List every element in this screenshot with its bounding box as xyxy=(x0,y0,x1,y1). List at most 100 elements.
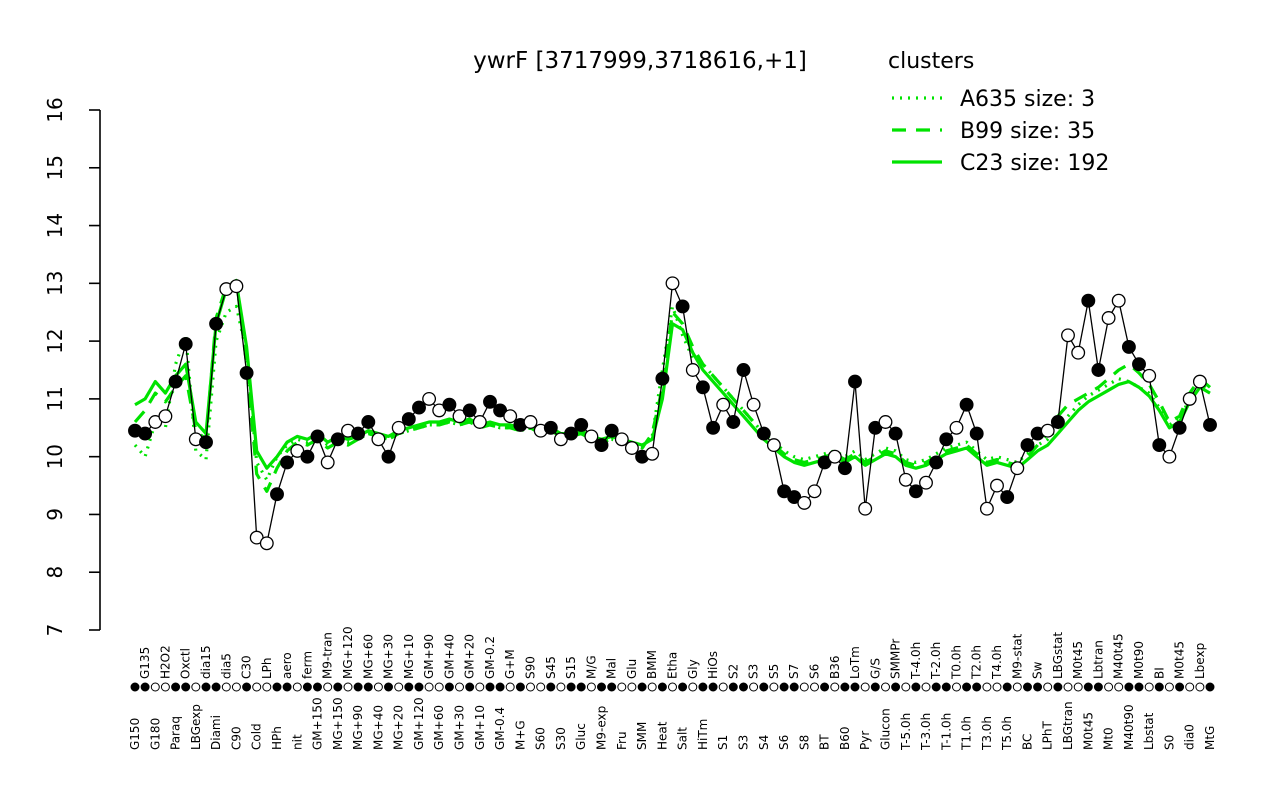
data-point xyxy=(1142,368,1157,383)
x-category-label: Glucon xyxy=(879,708,893,750)
condition-dot xyxy=(891,682,901,692)
condition-dot xyxy=(708,682,718,692)
condition-dot xyxy=(302,682,312,692)
condition-dot xyxy=(597,682,606,692)
x-category-label: HPh xyxy=(270,726,284,750)
data-point xyxy=(655,371,670,386)
x-category-label: LPh xyxy=(260,657,274,679)
condition-dot xyxy=(160,682,170,692)
data-point xyxy=(320,455,335,470)
x-category-label: Gluc xyxy=(574,723,588,750)
data-point xyxy=(472,415,487,429)
x-category-label: MG+60 xyxy=(361,634,375,679)
data-point xyxy=(310,429,325,444)
x-category-label: C90 xyxy=(229,726,243,750)
data-point xyxy=(371,432,386,447)
condition-dot xyxy=(1033,682,1043,692)
condition-dot xyxy=(1144,682,1154,692)
x-category-label: GM+40 xyxy=(442,634,456,679)
condition-dot xyxy=(1093,682,1103,692)
condition-dot xyxy=(992,682,1002,692)
condition-dot xyxy=(150,682,160,692)
condition-dot xyxy=(465,682,475,692)
x-category-label: M+G xyxy=(513,720,527,750)
data-point xyxy=(594,438,609,453)
data-point xyxy=(442,397,457,412)
condition-dot xyxy=(566,682,576,692)
condition-dot xyxy=(718,682,728,692)
x-category-label: T-3.0h xyxy=(919,713,933,751)
x-category-label: Diami xyxy=(209,715,223,750)
x-category-label: M0t90 xyxy=(1132,641,1146,679)
data-point xyxy=(726,415,741,429)
x-category-label: MG+90 xyxy=(351,705,365,750)
condition-dot xyxy=(1175,682,1185,692)
x-category-label: BMM xyxy=(645,650,659,679)
condition-dot xyxy=(617,682,627,692)
condition-dot xyxy=(698,682,708,692)
condition-dot xyxy=(769,682,779,692)
x-category-label: LBGstat xyxy=(1051,632,1065,679)
data-point xyxy=(523,415,538,429)
data-point xyxy=(1111,293,1126,308)
x-category-label: Heat xyxy=(655,721,669,750)
condition-dot xyxy=(1164,682,1174,692)
data-point xyxy=(746,397,761,412)
data-point xyxy=(239,365,254,380)
condition-dot xyxy=(292,682,302,692)
condition-dot xyxy=(739,682,748,692)
condition-dot xyxy=(363,682,373,692)
condition-dot xyxy=(779,682,789,692)
condition-dot xyxy=(952,682,961,692)
condition-dot xyxy=(911,682,921,692)
x-category-label: S5 xyxy=(767,664,781,679)
data-point xyxy=(381,449,396,464)
data-point xyxy=(848,374,862,389)
condition-dot xyxy=(272,682,282,692)
x-category-label: MG+10 xyxy=(402,634,416,679)
condition-dot xyxy=(384,682,393,692)
condition-dot xyxy=(982,682,992,692)
condition-dot xyxy=(881,682,890,692)
condition-dot xyxy=(191,682,201,692)
x-category-label: S3 xyxy=(737,735,751,750)
data-point xyxy=(736,363,751,377)
data-point xyxy=(584,429,599,444)
x-category-label: MtG xyxy=(1203,726,1217,750)
x-category-label: GM+20 xyxy=(463,634,477,679)
data-point xyxy=(199,435,213,450)
x-category-label: Mt0 xyxy=(1102,727,1116,750)
data-point xyxy=(614,432,629,447)
x-category-label: Salt xyxy=(676,727,690,750)
condition-dot xyxy=(515,682,525,692)
condition-dot xyxy=(485,682,495,692)
x-category-label: B60 xyxy=(838,726,852,750)
condition-dot xyxy=(678,682,688,692)
data-point xyxy=(1101,311,1116,325)
condition-dot xyxy=(901,682,911,692)
data-point xyxy=(1091,363,1106,377)
x-category-label: SMMPr xyxy=(889,639,903,679)
y-tick-label: 16 xyxy=(43,97,67,122)
condition-dot xyxy=(921,682,931,692)
x-category-label: dia0 xyxy=(1183,724,1197,750)
x-category-label: G180 xyxy=(148,718,162,750)
data-point xyxy=(979,501,994,516)
condition-dot xyxy=(424,682,434,692)
data-point xyxy=(1050,415,1065,429)
data-point xyxy=(888,426,903,441)
condition-dot xyxy=(637,682,647,692)
condition-dot xyxy=(1134,682,1144,692)
x-category-label: S60 xyxy=(534,727,548,750)
data-point xyxy=(868,420,883,435)
data-point xyxy=(645,446,660,461)
data-point xyxy=(280,455,295,470)
data-point xyxy=(483,394,497,409)
x-category-label: LPhT xyxy=(1041,720,1055,750)
x-category-label: S6 xyxy=(777,735,791,750)
x-category-label: S90 xyxy=(524,656,538,679)
y-tick-label: 14 xyxy=(43,213,67,238)
condition-dot xyxy=(586,682,596,692)
